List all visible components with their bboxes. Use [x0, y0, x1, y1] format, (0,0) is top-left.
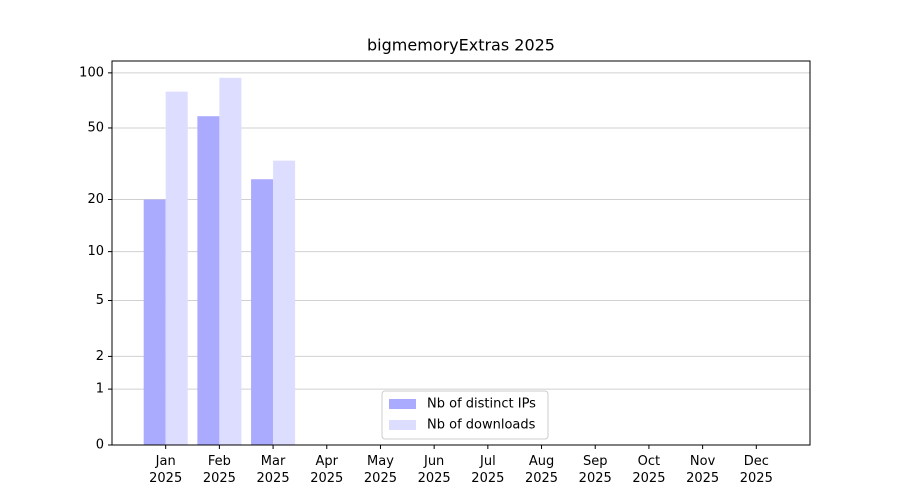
x-tick-label: Apr 2025	[310, 454, 343, 486]
legend-box	[381, 390, 549, 440]
y-tick-label: 50	[87, 120, 104, 135]
y-tick-label: 5	[96, 293, 104, 308]
y-tick-label: 1	[96, 382, 104, 397]
x-tick-label: Jun 2025	[418, 454, 451, 486]
bar	[251, 179, 274, 445]
x-tick-label: Sep 2025	[579, 454, 612, 486]
x-tick-label: Aug 2025	[525, 454, 558, 486]
legend-swatch	[389, 420, 416, 430]
bar	[273, 160, 296, 445]
y-tick-label: 10	[87, 244, 104, 259]
bar	[197, 116, 220, 445]
x-tick-label: Nov 2025	[686, 454, 719, 486]
axes-frame	[111, 60, 811, 446]
legend-label: Nb of downloads	[427, 418, 536, 433]
y-tick-label: 20	[87, 192, 104, 207]
x-tick-label: Feb 2025	[203, 454, 236, 486]
x-tick-label: Oct 2025	[632, 454, 665, 486]
x-tick-label: Jul 2025	[471, 454, 504, 486]
y-tick-label: 0	[96, 438, 104, 453]
x-tick-label: Mar 2025	[257, 454, 290, 486]
chart-title: bigmemoryExtras 2025	[367, 36, 555, 55]
x-tick-label: Dec 2025	[740, 454, 773, 486]
legend-label: Nb of distinct IPs	[427, 397, 536, 412]
legend-swatch	[389, 399, 416, 409]
bar	[143, 199, 166, 445]
bar	[219, 77, 242, 445]
y-tick-label: 2	[96, 349, 104, 364]
bar	[165, 91, 188, 445]
x-tick-label: Jan 2025	[149, 454, 182, 486]
x-tick-label: May 2025	[364, 454, 397, 486]
y-tick-label: 100	[79, 65, 104, 80]
